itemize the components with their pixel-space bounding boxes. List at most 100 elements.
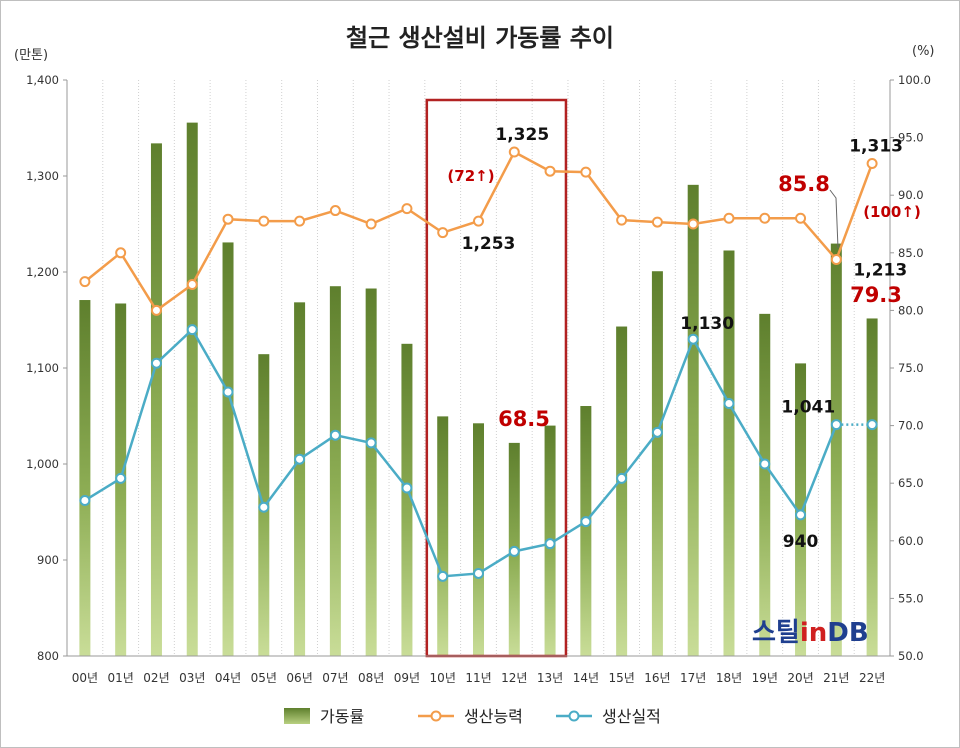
capacity-point: [830, 254, 842, 266]
capacity-point: [580, 166, 592, 178]
bar: [830, 243, 842, 657]
x-tick-label: 21년: [823, 671, 849, 685]
brand-text: 스틸inDB: [752, 618, 869, 648]
right-tick-label: 90.0: [898, 188, 924, 202]
right-tick-label: 80.0: [898, 303, 924, 317]
x-tick-label: 14년: [573, 671, 599, 685]
legend: 가동률 생산능력 생산실적: [284, 707, 661, 726]
production-point: [473, 567, 484, 579]
production-point: [580, 516, 592, 528]
production-point: [544, 538, 556, 550]
left-axis-unit: (만톤): [14, 48, 49, 63]
production-point: [329, 429, 341, 441]
right-tick-label: 75.0: [898, 361, 924, 375]
data-label: 85.8: [778, 172, 830, 196]
data-label: 940: [783, 532, 819, 552]
right-tick-label: 65.0: [898, 476, 924, 490]
left-tick-label: 800: [37, 649, 59, 663]
production-point: [651, 426, 663, 438]
capacity-point: [79, 276, 91, 288]
capacity-point: [473, 215, 484, 227]
production-point: [365, 437, 377, 449]
legend-marker: [430, 710, 442, 722]
production-point: [795, 509, 807, 521]
bar: [294, 302, 306, 656]
capacity-point: [294, 215, 306, 227]
x-tick-label: 19년: [752, 671, 778, 685]
x-tick-label: 01년: [108, 671, 134, 685]
data-label: 79.3: [850, 283, 902, 307]
capacity-point: [222, 213, 234, 225]
x-tick-label: 10년: [430, 671, 456, 685]
x-tick-label: 15년: [608, 671, 634, 685]
production-point: [866, 419, 878, 431]
x-tick-label: 03년: [179, 671, 205, 685]
capacity-point: [651, 216, 663, 228]
bar: [401, 343, 413, 656]
left-tick-label: 900: [37, 553, 59, 567]
right-tick-label: 55.0: [898, 591, 924, 605]
production-point: [437, 570, 449, 582]
data-label: 1,041: [781, 398, 835, 418]
capacity-point: [687, 218, 699, 230]
bar: [329, 286, 341, 656]
capacity-point: [401, 203, 413, 215]
x-tick-label: 08년: [358, 671, 384, 685]
production-point: [616, 472, 628, 484]
left-tick-label: 1,000: [26, 457, 59, 471]
data-label: 1,213: [853, 261, 907, 281]
bar: [866, 318, 878, 656]
right-tick-label: 60.0: [898, 534, 924, 548]
capacity-point: [186, 278, 198, 290]
x-tick-label: 09년: [394, 671, 420, 685]
x-tick-label: 13년: [537, 671, 563, 685]
bar: [580, 406, 592, 656]
production-point: [294, 453, 306, 465]
x-tick-label: 06년: [286, 671, 312, 685]
production-point: [115, 472, 127, 484]
x-tick-label: 00년: [72, 671, 98, 685]
legend-marker: [568, 710, 580, 722]
capacity-point: [723, 212, 735, 224]
brand-part1: 스틸: [752, 618, 800, 648]
capacity-point: [329, 205, 341, 217]
bar: [651, 271, 663, 656]
left-tick-label: 1,100: [26, 361, 59, 375]
label-leader-line: [829, 189, 839, 249]
production-point: [830, 419, 842, 431]
data-label: 1,325: [495, 125, 549, 145]
capacity-point: [616, 214, 628, 226]
bar: [79, 300, 91, 656]
x-tick-label: 04년: [215, 671, 241, 685]
axes: 800 900 1,000 1,100 1,200 1,300 1,400 50.0 55.0 6…: [26, 73, 931, 685]
capacity-point: [365, 218, 377, 230]
legend-label: 생산실적: [602, 707, 661, 726]
right-tick-label: 50.0: [898, 649, 924, 663]
bar: [186, 122, 198, 656]
data-label: 68.5: [498, 407, 550, 431]
production-point: [186, 324, 198, 336]
x-tick-label: 07년: [322, 671, 348, 685]
bar: [723, 250, 735, 656]
x-tick-label: 17년: [680, 671, 706, 685]
x-tick-label: 11년: [465, 671, 491, 685]
capacity-point: [866, 158, 878, 170]
production-point: [508, 545, 520, 557]
bar: [365, 288, 377, 656]
production-point: [258, 501, 270, 513]
x-tick-label: 02년: [143, 671, 169, 685]
production-line: [84, 327, 838, 578]
capacity-point: [759, 212, 771, 224]
bar: [759, 313, 771, 656]
data-label: 1,313: [849, 137, 903, 157]
legend-bar-swatch: [284, 708, 310, 724]
data-label: (72↑): [447, 167, 494, 185]
annotations: 1,325 (72↑) 1,253 68.5 1,130 1,313 85.8 (100↑) 1…: [447, 125, 920, 552]
left-tick-label: 1,400: [26, 73, 59, 87]
line-series: [79, 146, 878, 582]
bar: [437, 416, 449, 656]
data-label: 1,130: [680, 314, 734, 334]
legend-label: 생산능력: [464, 707, 523, 726]
production-point: [222, 386, 234, 398]
